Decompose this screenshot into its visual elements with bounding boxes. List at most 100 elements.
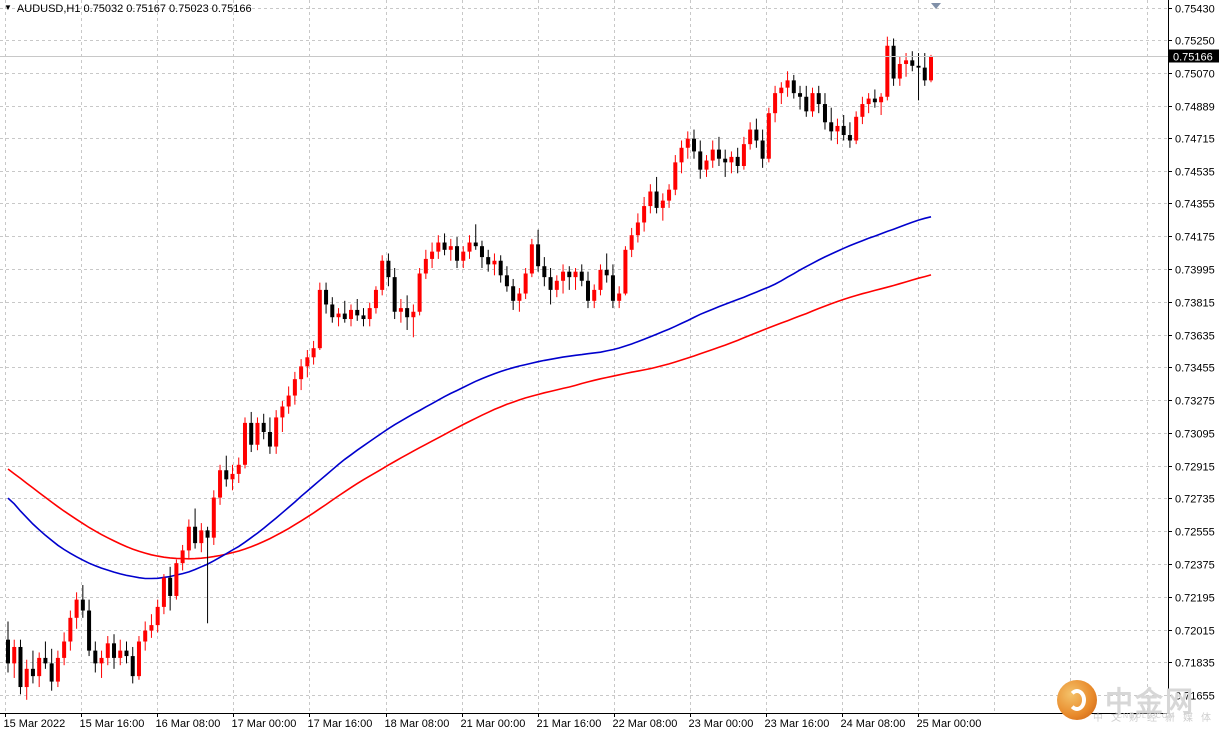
- candle-body: [729, 156, 734, 163]
- candle-body: [517, 293, 522, 301]
- candle-body: [168, 577, 173, 596]
- candle-body: [660, 200, 665, 208]
- candle-body: [929, 56, 933, 81]
- candle-body: [442, 242, 447, 250]
- candle-body: [62, 641, 67, 658]
- candle-body: [386, 260, 391, 278]
- candle-body: [280, 406, 285, 418]
- candle-body: [417, 273, 422, 312]
- close-value: 0.75166: [211, 3, 252, 15]
- candle-body: [810, 93, 815, 112]
- candle-body: [317, 289, 322, 349]
- time-tick-label: 15 Mar 2022: [4, 718, 66, 730]
- candle-body: [193, 526, 198, 544]
- candle-body: [130, 656, 135, 677]
- candle-body: [760, 140, 765, 159]
- candle-body: [904, 60, 909, 64]
- time-tick-label: 17 Mar 16:00: [308, 718, 373, 730]
- candle-body: [467, 242, 472, 252]
- time-tick-label: 21 Mar 16:00: [537, 718, 602, 730]
- candle-body: [311, 348, 316, 358]
- watermark-name: 中金网: [1105, 685, 1196, 718]
- candle-body: [642, 206, 647, 223]
- candle-body: [286, 395, 291, 407]
- candle-body: [405, 308, 410, 318]
- high-value: 0.75167: [126, 3, 167, 15]
- candle-body: [822, 104, 827, 123]
- price-tick-label: 0.74175: [1175, 232, 1215, 244]
- candle-body: [523, 273, 528, 294]
- candle-body: [30, 668, 35, 677]
- candle-body: [261, 422, 266, 432]
- open-value: 0.75032: [83, 3, 124, 15]
- candle-body: [12, 646, 17, 664]
- price-tick-label: 0.72735: [1175, 494, 1215, 506]
- candle-body: [143, 630, 148, 642]
- price-tick-label: 0.73635: [1175, 331, 1215, 343]
- candle-body: [604, 269, 609, 276]
- price-tick-label: 0.74355: [1175, 199, 1215, 211]
- symbol-info-bar[interactable]: ▼ AUDUSD,H1 0.75032 0.75167 0.75023 0.75…: [4, 3, 252, 15]
- time-tick-label: 22 Mar 08:00: [613, 718, 678, 730]
- candle-body: [74, 599, 79, 618]
- candle-body: [174, 563, 179, 596]
- candle-body: [430, 251, 435, 259]
- candle-body: [118, 650, 123, 658]
- candle-body: [149, 625, 154, 631]
- candle-body: [785, 80, 790, 88]
- candle-body: [542, 266, 547, 278]
- candle-body: [155, 606, 160, 626]
- watermark-logo: 中金网 CNGOLD.COM: [1057, 680, 1217, 720]
- candle-body: [879, 96, 884, 103]
- candle-body: [579, 271, 584, 281]
- price-tick-label: 0.73095: [1175, 429, 1215, 441]
- candle-body: [866, 98, 871, 105]
- time-tick-label: 16 Mar 08:00: [156, 718, 221, 730]
- candle-body: [617, 293, 622, 301]
- candle-body: [112, 643, 117, 658]
- candle-body: [380, 260, 385, 290]
- dropdown-triangle-icon[interactable]: ▼: [4, 3, 12, 12]
- candle-body: [99, 657, 104, 664]
- candle-body: [455, 246, 460, 261]
- candle-body: [411, 311, 416, 318]
- candle-body: [791, 80, 796, 94]
- current-price-label: 0.75166: [1173, 52, 1213, 64]
- price-tick-label: 0.72195: [1175, 593, 1215, 605]
- candle-body: [748, 129, 753, 145]
- candle-body: [199, 530, 204, 544]
- watermark-tagline: 中文财经新媒体: [1093, 713, 1219, 724]
- candle-body: [872, 98, 877, 103]
- price-tick-label: 0.74889: [1175, 102, 1215, 114]
- candle-body: [723, 158, 728, 163]
- candle-body: [105, 643, 110, 658]
- ma-slow-line: [7, 274, 932, 560]
- price-tick-label: 0.72555: [1175, 527, 1215, 539]
- candle-body: [361, 315, 366, 320]
- candle-body: [685, 138, 690, 148]
- candle-body: [448, 246, 453, 250]
- candle-body: [305, 357, 310, 367]
- candle-body: [816, 93, 821, 105]
- candle-body: [242, 422, 247, 465]
- candle-body: [798, 93, 803, 97]
- candle-body: [43, 657, 48, 664]
- candle-body: [910, 60, 915, 66]
- candle-body: [592, 289, 597, 301]
- candle-body: [249, 422, 254, 445]
- time-tick-label: 23 Mar 00:00: [689, 718, 754, 730]
- candle-body: [336, 313, 341, 318]
- candle-body: [324, 289, 329, 305]
- candle-body: [49, 663, 54, 682]
- candle-body: [161, 577, 166, 607]
- price-tick-label: 0.72015: [1175, 626, 1215, 638]
- candle-body: [342, 313, 347, 320]
- candle-body: [629, 235, 634, 250]
- candle-body: [692, 138, 697, 152]
- candle-body: [224, 470, 229, 480]
- candle-body: [492, 260, 497, 265]
- price-tick-label: 0.75250: [1175, 36, 1215, 48]
- candle-body: [180, 550, 185, 564]
